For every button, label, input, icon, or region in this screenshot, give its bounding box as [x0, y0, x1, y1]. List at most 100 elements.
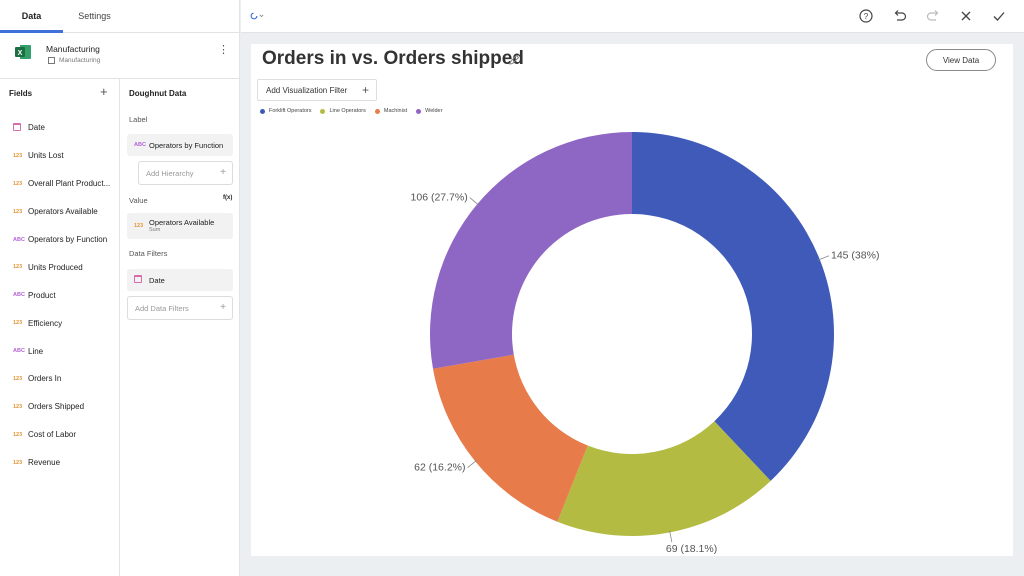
number-type-icon: 123	[13, 431, 23, 438]
datasource-header[interactable]: X Manufacturing Manufacturing ⋮	[0, 33, 239, 79]
data-label: 69 (18.1%)	[666, 543, 717, 555]
data-panel: Data Settings X Manufacturing Manufactur…	[0, 0, 240, 576]
number-type-icon: 123	[13, 375, 23, 382]
field-item[interactable]: 123 Units Lost	[0, 142, 120, 170]
add-field-icon[interactable]: +	[100, 84, 108, 99]
loading-logo-icon[interactable]	[250, 8, 266, 24]
config-title: Doughnut Data	[129, 89, 187, 98]
field-label: Orders In	[28, 374, 62, 384]
field-item[interactable]: 123 Overall Plant Product...	[0, 170, 120, 198]
field-list: Date 123 Units Lost 123 Overall Plant Produc…	[0, 114, 120, 477]
close-icon[interactable]	[958, 8, 974, 24]
value-field-pill[interactable]: 123 Operators Available Sum	[127, 213, 233, 239]
tab-settings[interactable]: Settings	[78, 11, 111, 21]
field-label: Cost of Labor	[28, 430, 77, 440]
visualization-title[interactable]: Orders in vs. Orders shipped	[262, 48, 524, 69]
datasource-name: Manufacturing	[46, 44, 100, 54]
svg-text:?: ?	[864, 12, 869, 21]
text-type-icon: ABC	[134, 142, 146, 148]
field-item[interactable]: Date	[0, 114, 120, 142]
data-label: 145 (38%)	[831, 250, 879, 262]
doughnut-slice[interactable]	[632, 132, 834, 481]
doughnut-slice[interactable]	[557, 421, 771, 536]
legend-item[interactable]: Welder	[416, 108, 442, 114]
more-vertical-icon[interactable]: ⋮	[218, 44, 229, 56]
svg-text:X: X	[18, 50, 23, 57]
field-item[interactable]: 123 Cost of Labor	[0, 421, 120, 449]
active-tab-indicator	[0, 30, 63, 33]
undo-icon[interactable]	[892, 8, 908, 24]
top-toolbar: ?	[241, 0, 1024, 33]
legend-label: Machinist	[383, 108, 408, 114]
value-aggregation: Sum	[149, 227, 161, 233]
legend-label: Line Operators	[329, 108, 366, 114]
excel-icon: X	[15, 45, 31, 59]
data-label: 62 (16.2%)	[414, 462, 465, 474]
fields-column: Fields + Date 123 Units Lost 123 Overall Pla…	[0, 79, 120, 576]
check-icon[interactable]	[991, 8, 1007, 24]
text-type-icon: ABC	[13, 236, 25, 243]
doughnut-config-column: Doughnut Data Label ABC Operators by Fun…	[121, 79, 240, 576]
field-label: Revenue	[28, 458, 61, 468]
add-data-filters-dropzone[interactable]: Add Data Filters +	[127, 296, 233, 320]
calendar-icon	[13, 122, 28, 133]
field-label: Orders Shipped	[28, 402, 85, 412]
doughnut-slice[interactable]	[430, 132, 632, 369]
panel-tabs: Data Settings	[0, 0, 239, 33]
field-label: Operators by Function	[28, 235, 108, 244]
add-data-filters-label: Add Data Filters	[135, 303, 189, 313]
chart-legend: Forklift Operators Line Operators Machinis…	[260, 108, 442, 114]
number-type-icon: 123	[13, 208, 23, 215]
legend-item[interactable]: Machinist	[374, 108, 408, 114]
plus-icon: +	[220, 302, 226, 313]
filters-section-title: Data Filters	[129, 249, 168, 258]
field-item[interactable]: 123 Efficiency	[0, 309, 120, 337]
field-item[interactable]: 123 Revenue	[0, 449, 120, 477]
field-item[interactable]: ABC Operators by Function	[0, 226, 120, 254]
doughnut-slice[interactable]	[433, 354, 588, 522]
view-data-button[interactable]: View Data	[926, 49, 996, 71]
field-item[interactable]: ABC Product	[0, 281, 120, 309]
field-item[interactable]: 123 Operators Available	[0, 198, 120, 226]
text-type-icon: ABC	[13, 348, 25, 355]
calendar-icon	[134, 275, 149, 285]
label-section-title: Label	[129, 115, 148, 124]
visualization-canvas: 145 (38%) 69 (18.1%) 62 (16.2%) 106 (27.7%)…	[251, 44, 1013, 556]
field-label: Product	[28, 290, 56, 300]
number-type-icon: 123	[13, 264, 23, 271]
help-icon[interactable]: ?	[858, 8, 874, 24]
field-label: Operators Available	[28, 207, 98, 217]
add-hierarchy-label: Add Hierarchy	[146, 168, 194, 178]
field-label: Date	[28, 123, 45, 133]
text-type-icon: ABC	[13, 292, 25, 299]
label-field-pill[interactable]: ABC Operators by Function	[127, 134, 233, 156]
field-item[interactable]: 123 Units Produced	[0, 253, 120, 281]
plus-icon: +	[361, 83, 369, 97]
plus-icon: +	[220, 167, 226, 178]
tab-data[interactable]: Data	[21, 11, 42, 21]
fields-title: Fields	[9, 89, 33, 98]
formula-icon[interactable]: f(x)	[223, 195, 233, 201]
legend-label: Forklift Operators	[269, 108, 312, 114]
date-filter-pill[interactable]: Date	[127, 269, 233, 291]
field-item[interactable]: ABC Line	[0, 337, 120, 365]
pencil-edit-icon[interactable]	[507, 53, 521, 67]
legend-label: Welder	[425, 108, 443, 114]
field-label: Units Produced	[28, 262, 83, 272]
field-item[interactable]: 123 Orders In	[0, 365, 120, 393]
legend-swatch	[260, 108, 265, 114]
redo-icon[interactable]	[925, 8, 941, 24]
number-type-icon: 123	[134, 223, 144, 229]
add-hierarchy-dropzone[interactable]: Add Hierarchy +	[138, 161, 233, 185]
datasource-subtitle: Manufacturing	[59, 57, 101, 64]
table-icon	[48, 57, 55, 64]
data-label-leader	[469, 197, 480, 206]
label-field-name: Operators by Function	[149, 140, 224, 150]
legend-item[interactable]: Forklift Operators	[260, 108, 311, 114]
field-label: Efficiency	[28, 318, 63, 328]
data-label-leader	[669, 530, 673, 543]
field-item[interactable]: 123 Orders Shipped	[0, 393, 120, 421]
filter-field-name: Date	[149, 275, 165, 285]
add-visualization-filter-button[interactable]: Add Visualization Filter +	[257, 79, 377, 101]
legend-item[interactable]: Line Operators	[320, 108, 366, 114]
